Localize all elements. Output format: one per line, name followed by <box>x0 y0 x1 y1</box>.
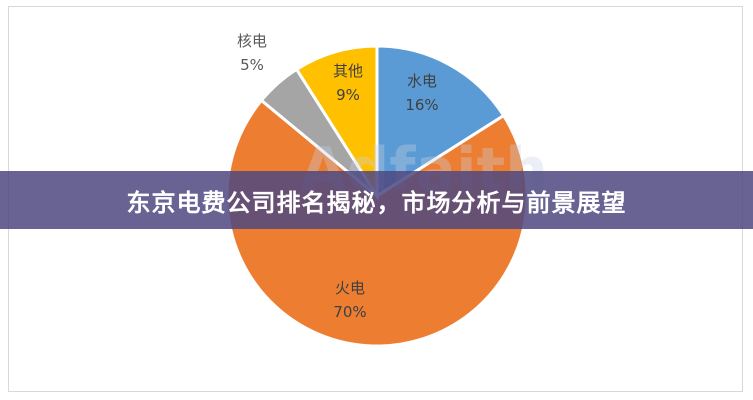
banner-title: 东京电费公司排名揭秘，市场分析与前景展望 <box>126 188 627 217</box>
slice-category-label: 水电 <box>407 72 437 90</box>
slice-value-label: 9% <box>336 86 360 104</box>
slice-value-label: 16% <box>405 96 438 114</box>
slice-category-label: 其他 <box>333 62 363 80</box>
slice-value-label: 70% <box>333 303 366 321</box>
slice-category-label: 核电 <box>237 32 267 50</box>
slice-value-label: 5% <box>240 56 264 74</box>
pie-slice-0 <box>375 44 506 199</box>
title-banner: 东京电费公司排名揭秘，市场分析与前景展望 <box>0 171 753 229</box>
slice-category-label: 火电 <box>335 279 365 297</box>
pie-slice-3 <box>294 44 379 202</box>
